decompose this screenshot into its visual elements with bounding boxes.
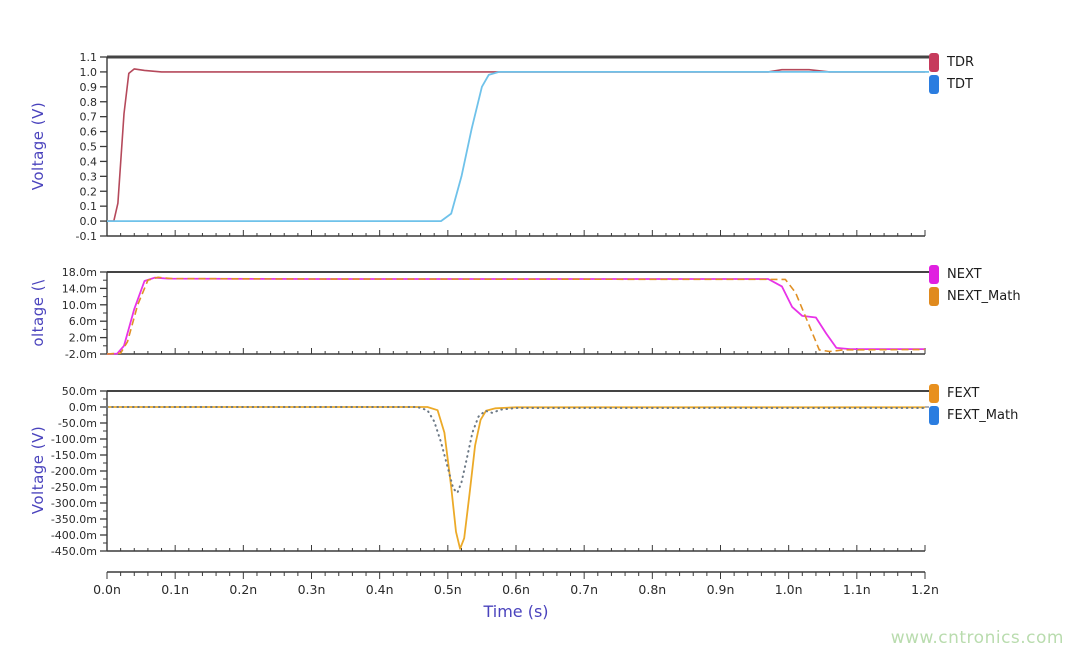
svg-text:0.2: 0.2 — [80, 185, 98, 198]
legend-item-next-math[interactable]: NEXT_Math — [929, 285, 1021, 307]
legend-top: TDR TDT — [929, 51, 974, 95]
x-tick-label: 0.0n — [93, 582, 121, 597]
legend-item-fext-math[interactable]: FEXT_Math — [929, 404, 1018, 426]
x-tick-label: 0.1n — [161, 582, 189, 597]
svg-text:0.9: 0.9 — [80, 81, 98, 94]
watermark: www.cntronics.com — [890, 628, 1064, 648]
svg-text:0.7: 0.7 — [80, 111, 98, 124]
x-tick-label: 0.3n — [298, 582, 326, 597]
svg-text:0.0: 0.0 — [80, 215, 98, 228]
svg-text:18.0m: 18.0m — [62, 266, 97, 279]
legend-label-tdr: TDR — [947, 54, 974, 70]
svg-text:-2.0m: -2.0m — [65, 348, 97, 361]
svg-text:0.8: 0.8 — [80, 96, 98, 109]
legend-label-next: NEXT — [947, 266, 982, 282]
x-tick-label: 0.4n — [366, 582, 394, 597]
svg-text:0.5: 0.5 — [80, 141, 98, 154]
svg-text:50.0m: 50.0m — [62, 385, 97, 398]
svg-text:-400.0m: -400.0m — [51, 529, 97, 542]
svg-text:1.1: 1.1 — [80, 51, 98, 64]
svg-text:-250.0m: -250.0m — [51, 481, 97, 494]
svg-text:0.1: 0.1 — [80, 200, 98, 213]
y-axis-label-bottom: Voltage (V) — [29, 425, 47, 515]
legend-bottom: FEXT FEXT_Math — [929, 382, 1018, 426]
x-tick-label: 0.5n — [434, 582, 462, 597]
legend-label-tdt: TDT — [947, 76, 973, 92]
next-swatch — [929, 264, 939, 284]
legend-label-next-math: NEXT_Math — [947, 288, 1021, 304]
tdr-swatch — [929, 52, 939, 72]
svg-text:-0.1: -0.1 — [76, 230, 97, 243]
fext-swatch — [929, 383, 939, 403]
svg-text:0.0m: 0.0m — [69, 401, 97, 414]
svg-text:1.0: 1.0 — [80, 66, 98, 79]
legend-label-fext-math: FEXT_Math — [947, 407, 1019, 423]
x-tick-label: 1.1n — [843, 582, 871, 597]
tdt-swatch — [929, 74, 939, 94]
x-tick-label: 0.8n — [638, 582, 666, 597]
svg-text:-50.0m: -50.0m — [58, 417, 97, 430]
legend-item-fext[interactable]: FEXT — [929, 382, 1018, 404]
next-math-swatch — [929, 286, 939, 306]
x-tick-label: 0.2n — [229, 582, 257, 597]
legend-middle: NEXT NEXT_Math — [929, 263, 1021, 307]
x-tick-label: 0.6n — [502, 582, 530, 597]
svg-text:2.0m: 2.0m — [69, 332, 97, 345]
svg-text:-200.0m: -200.0m — [51, 465, 97, 478]
legend-item-next[interactable]: NEXT — [929, 263, 1021, 285]
svg-text:10.0m: 10.0m — [62, 299, 97, 312]
y-axis-label-middle: oltage (\ — [29, 279, 47, 347]
legend-item-tdt[interactable]: TDT — [929, 73, 974, 95]
legend-label-fext: FEXT — [947, 385, 980, 401]
svg-text:-350.0m: -350.0m — [51, 513, 97, 526]
fext-math-swatch — [929, 405, 939, 425]
svg-text:0.6: 0.6 — [80, 126, 98, 139]
x-tick-label: 0.7n — [570, 582, 598, 597]
x-tick-label: 0.9n — [707, 582, 735, 597]
svg-text:-100.0m: -100.0m — [51, 433, 97, 446]
svg-text:-150.0m: -150.0m — [51, 449, 97, 462]
svg-text:14.0m: 14.0m — [62, 282, 97, 295]
svg-text:-300.0m: -300.0m — [51, 497, 97, 510]
x-tick-label: 1.0n — [775, 582, 803, 597]
svg-text:6.0m: 6.0m — [69, 315, 97, 328]
svg-text:0.3: 0.3 — [80, 170, 98, 183]
svg-text:-450.0m: -450.0m — [51, 545, 97, 558]
svg-text:0.4: 0.4 — [80, 155, 98, 168]
x-tick-label: 1.2n — [911, 582, 939, 597]
x-axis-label: Time (s) — [483, 602, 549, 621]
y-axis-label-top: Voltage (V) — [29, 101, 47, 191]
legend-item-tdr[interactable]: TDR — [929, 51, 974, 73]
